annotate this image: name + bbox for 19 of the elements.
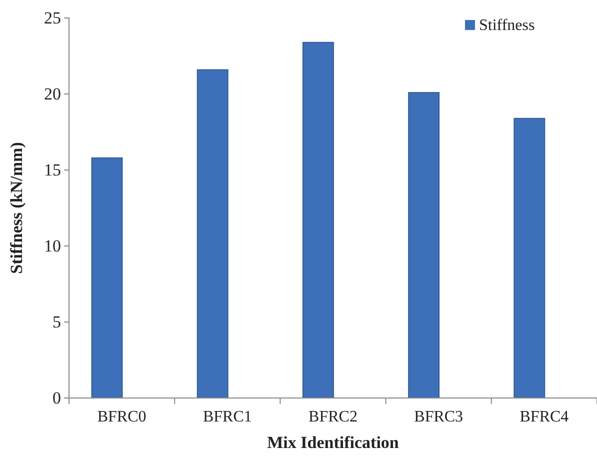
y-tick-label: 15	[44, 160, 61, 180]
bar	[408, 92, 440, 398]
y-tick-label: 10	[44, 236, 61, 256]
legend-label: Stiffness	[479, 17, 535, 34]
y-tick-label: 0	[52, 388, 61, 408]
bar	[91, 157, 123, 398]
x-axis-title: Mix Identification	[267, 433, 400, 452]
x-tick-label: BFRC2	[308, 408, 358, 426]
bar	[196, 69, 228, 398]
x-tick-label: BFRC1	[202, 408, 252, 426]
x-tick-label: BFRC4	[520, 408, 569, 426]
x-tick-label: BFRC0	[97, 408, 146, 426]
x-tick-label: BFRC3	[414, 408, 464, 426]
y-tick-label: 25	[44, 8, 61, 28]
bar	[302, 42, 334, 398]
y-tick-label: 5	[52, 312, 61, 332]
y-axis-title: Stiffness (kN/mm)	[7, 142, 26, 274]
bar	[514, 118, 546, 398]
y-tick-label: 20	[44, 84, 61, 104]
